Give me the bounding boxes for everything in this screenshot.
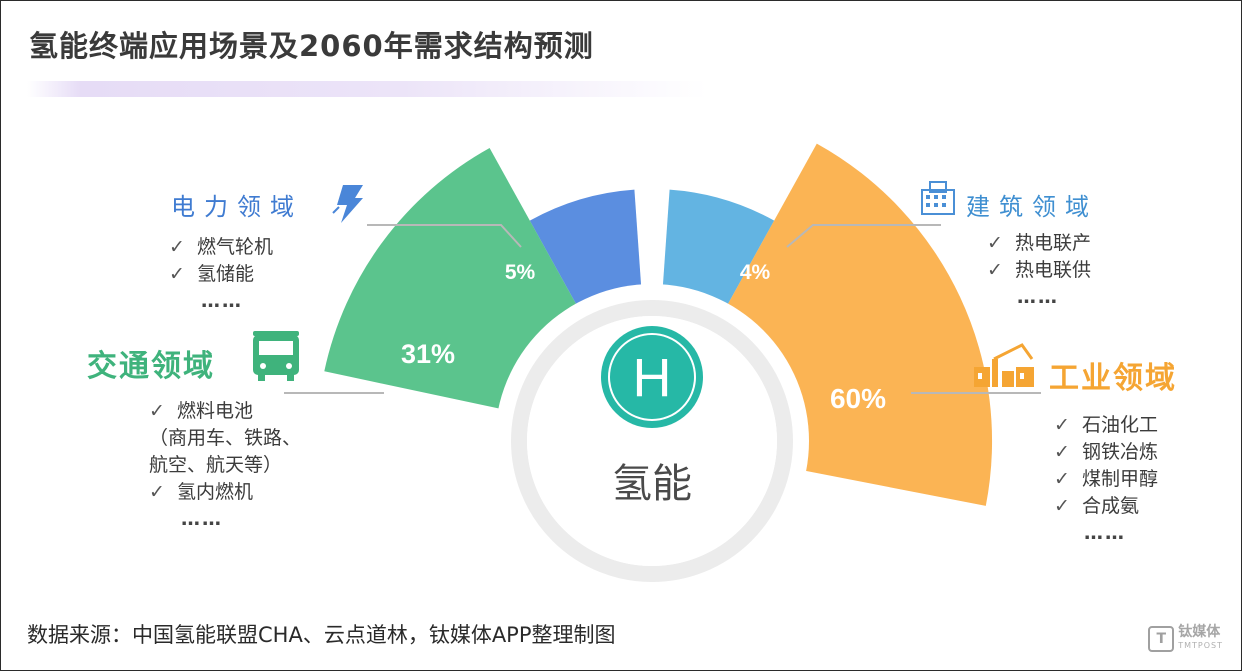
list-item: ✓ 煤制甲醇 <box>1054 468 1159 490</box>
title-underline <box>27 81 707 97</box>
list-more: …… <box>201 290 243 312</box>
industry-list: ✓ 石油化工 ✓ 钢铁冶炼 ✓ 煤制甲醇 ✓ 合成氨 …… <box>1054 412 1158 547</box>
watermark-sub: TMTPOST <box>1178 641 1223 650</box>
list-item: ✓ 氢内燃机 <box>149 481 254 503</box>
building-leader-line <box>786 224 941 248</box>
transport-percent: 31% <box>401 339 455 369</box>
transport-list: ✓ 燃料电池 （商用车、铁路、 航空、航天等） ✓ 氢内燃机 …… <box>149 398 301 533</box>
transport-section-title: 交通领域 <box>87 349 215 384</box>
list-more: …… <box>1084 522 1126 544</box>
list-item: ✓ 石油化工 <box>1054 414 1159 436</box>
power-list: ✓ 燃气轮机 ✓ 氢储能 …… <box>169 234 273 315</box>
page-title: 氢能终端应用场景及2060年需求结构预测 <box>29 29 594 63</box>
hydrogen-badge <box>601 326 703 428</box>
factory-icon <box>974 343 1034 387</box>
list-item: ✓ 热电联供 <box>987 259 1092 281</box>
list-more: …… <box>1017 286 1059 308</box>
list-item: ✓ 燃料电池 <box>149 400 254 422</box>
industry-section-title: 工业领域 <box>1049 361 1177 396</box>
hydrogen-label: 氢能 <box>612 461 692 507</box>
hydrogen-badge-ring <box>608 333 696 421</box>
list-item: ✓ 钢铁冶炼 <box>1054 441 1159 463</box>
list-item: ✓ 合成氨 <box>1054 495 1140 517</box>
lightning-icon <box>332 185 363 223</box>
list-item: ✓ 热电联产 <box>987 232 1092 254</box>
power-section-title: 电力领域 <box>171 193 303 221</box>
list-more: …… <box>181 508 223 530</box>
building-icon <box>921 181 955 215</box>
watermark-brand: 钛媒体 <box>1178 624 1221 640</box>
industry-percent: 60% <box>830 383 886 414</box>
power-leader-line <box>367 224 522 248</box>
hub-inner <box>527 316 777 566</box>
building-section-title: 建筑领域 <box>966 193 1098 221</box>
leader-lines <box>284 224 1041 394</box>
hub-ring <box>511 300 793 582</box>
power-percent: 5% <box>505 261 536 284</box>
bus-icon <box>253 331 299 381</box>
hydrogen-letter: H <box>633 348 672 408</box>
tmtpost-logo-icon: T <box>1148 626 1175 652</box>
building-list: ✓ 热电联产 ✓ 热电联供 …… <box>987 230 1091 311</box>
building-percent: 4% <box>740 261 771 284</box>
data-source: 数据来源：中国氢能联盟CHA、云点道林，钛媒体APP整理制图 <box>27 623 616 647</box>
list-item: ✓ 燃气轮机 <box>169 236 274 258</box>
list-item: 航空、航天等） <box>149 454 283 476</box>
list-item: ✓ 氢储能 <box>169 263 255 285</box>
list-item: （商用车、铁路、 <box>149 427 302 449</box>
watermark: T 钛媒体 TMTPOST <box>1148 624 1223 652</box>
